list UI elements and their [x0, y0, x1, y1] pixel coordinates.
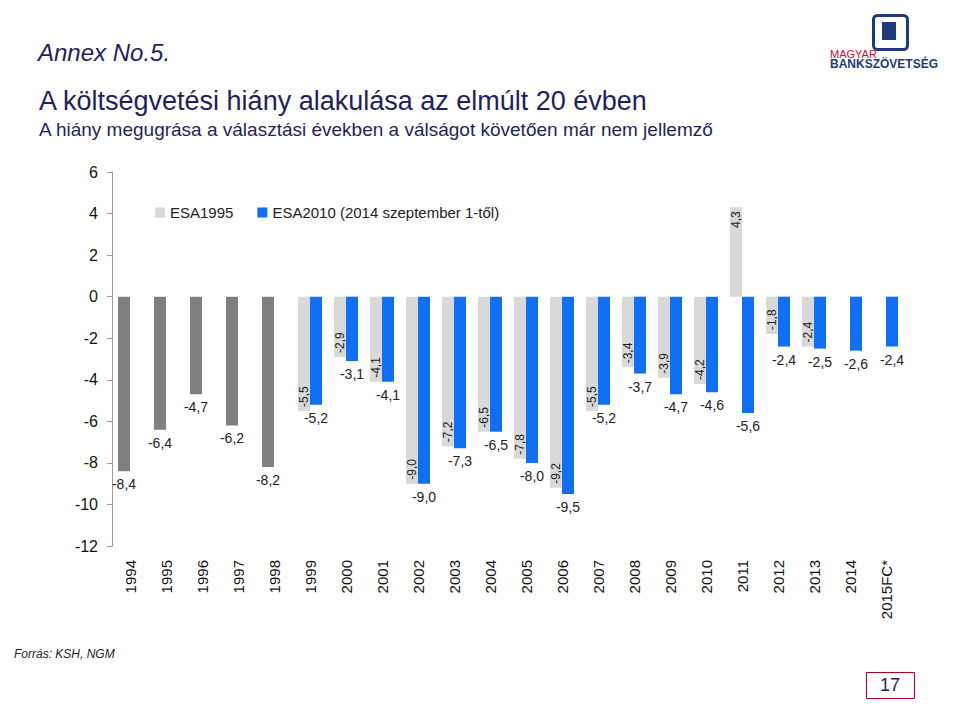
- svg-text:1996: 1996: [194, 560, 211, 593]
- svg-text:-2,4: -2,4: [880, 352, 904, 368]
- svg-text:6: 6: [89, 164, 98, 181]
- svg-text:-3,7: -3,7: [628, 379, 652, 395]
- svg-text:-8,2: -8,2: [256, 472, 280, 488]
- svg-text:-6,5: -6,5: [477, 407, 491, 428]
- svg-text:2007: 2007: [590, 560, 607, 593]
- svg-text:BANKSZÖVETSÉG: BANKSZÖVETSÉG: [830, 56, 938, 71]
- svg-text:-4,7: -4,7: [184, 399, 208, 415]
- svg-text:2003: 2003: [446, 560, 463, 593]
- svg-text:-12: -12: [75, 538, 98, 555]
- svg-text:17: 17: [880, 675, 900, 695]
- svg-text:-6,4: -6,4: [148, 435, 172, 451]
- svg-text:2009: 2009: [662, 560, 679, 593]
- svg-text:-8: -8: [84, 454, 98, 471]
- svg-text:-2,4: -2,4: [772, 352, 796, 368]
- svg-text:-5,2: -5,2: [304, 410, 328, 426]
- svg-text:-4,1: -4,1: [369, 357, 383, 378]
- svg-text:2004: 2004: [482, 560, 499, 593]
- svg-text:2010: 2010: [698, 560, 715, 593]
- svg-text:-3,9: -3,9: [657, 353, 671, 374]
- svg-text:2013: 2013: [806, 560, 823, 593]
- svg-text:-7,2: -7,2: [441, 421, 455, 442]
- svg-text:-7,3: -7,3: [448, 453, 472, 469]
- svg-text:-2,5: -2,5: [808, 354, 832, 370]
- svg-text:-5,5: -5,5: [585, 386, 599, 407]
- svg-text:A hiány megugrása a választási: A hiány megugrása a választási években a…: [39, 119, 713, 140]
- svg-text:Forrás: KSH, NGM: Forrás: KSH, NGM: [14, 647, 115, 661]
- svg-text:-2,9: -2,9: [333, 332, 347, 353]
- svg-text:-6,2: -6,2: [220, 430, 244, 446]
- svg-text:-9,0: -9,0: [412, 489, 436, 505]
- svg-text:4: 4: [89, 205, 98, 222]
- svg-text:-4,7: -4,7: [664, 399, 688, 415]
- svg-text:-4: -4: [84, 371, 98, 388]
- svg-text:-4,2: -4,2: [693, 359, 707, 380]
- svg-text:-6,5: -6,5: [484, 437, 508, 453]
- svg-text:-3,1: -3,1: [340, 366, 364, 382]
- svg-text:-6: -6: [84, 413, 98, 430]
- svg-text:-9,0: -9,0: [405, 459, 419, 480]
- svg-text:2000: 2000: [338, 560, 355, 593]
- svg-text:-2: -2: [84, 330, 98, 347]
- svg-text:MAGYAR: MAGYAR: [830, 47, 877, 60]
- svg-text:-8,4: -8,4: [112, 476, 136, 492]
- svg-text:A költségvetési hiány alakulás: A költségvetési hiány alakulása az elmúl…: [39, 86, 647, 116]
- svg-text:ESA1995: ESA1995: [170, 204, 233, 221]
- svg-text:2011: 2011: [734, 560, 751, 592]
- svg-text:2001: 2001: [374, 560, 391, 593]
- svg-text:-1,8: -1,8: [765, 309, 779, 330]
- svg-text:-5,6: -5,6: [736, 418, 760, 434]
- svg-text:-3,4: -3,4: [621, 342, 635, 363]
- svg-text:-9,2: -9,2: [549, 463, 563, 484]
- svg-text:-9,5: -9,5: [556, 499, 580, 515]
- svg-text:-5,2: -5,2: [592, 410, 616, 426]
- svg-text:-2,4: -2,4: [801, 322, 815, 343]
- svg-text:2002: 2002: [410, 560, 427, 593]
- svg-text:-4,1: -4,1: [376, 387, 400, 403]
- svg-text:-10: -10: [75, 496, 98, 513]
- svg-text:2005: 2005: [518, 560, 535, 593]
- svg-text:2008: 2008: [626, 560, 643, 593]
- svg-text:0: 0: [89, 288, 98, 305]
- svg-text:2012: 2012: [770, 560, 787, 593]
- svg-text:1994: 1994: [122, 560, 139, 593]
- svg-text:1995: 1995: [158, 560, 175, 593]
- svg-text:-7,8: -7,8: [513, 434, 527, 455]
- svg-text:4,3: 4,3: [729, 211, 743, 228]
- svg-text:2: 2: [89, 247, 98, 264]
- svg-text:-5,5: -5,5: [297, 386, 311, 407]
- svg-text:1998: 1998: [266, 560, 283, 593]
- svg-text:Annex No.5.: Annex No.5.: [36, 39, 170, 66]
- svg-text:2015FC*: 2015FC*: [878, 560, 895, 619]
- svg-text:2006: 2006: [554, 560, 571, 593]
- svg-text:2014: 2014: [842, 560, 859, 593]
- svg-text:-2,6: -2,6: [844, 356, 868, 372]
- svg-text:-8,0: -8,0: [520, 468, 544, 484]
- svg-text:1997: 1997: [230, 560, 247, 593]
- svg-text:1999: 1999: [302, 560, 319, 593]
- svg-text:ESA2010 (2014 szeptember 1-től: ESA2010 (2014 szeptember 1-től): [272, 204, 499, 221]
- svg-text:-4,6: -4,6: [700, 397, 724, 413]
